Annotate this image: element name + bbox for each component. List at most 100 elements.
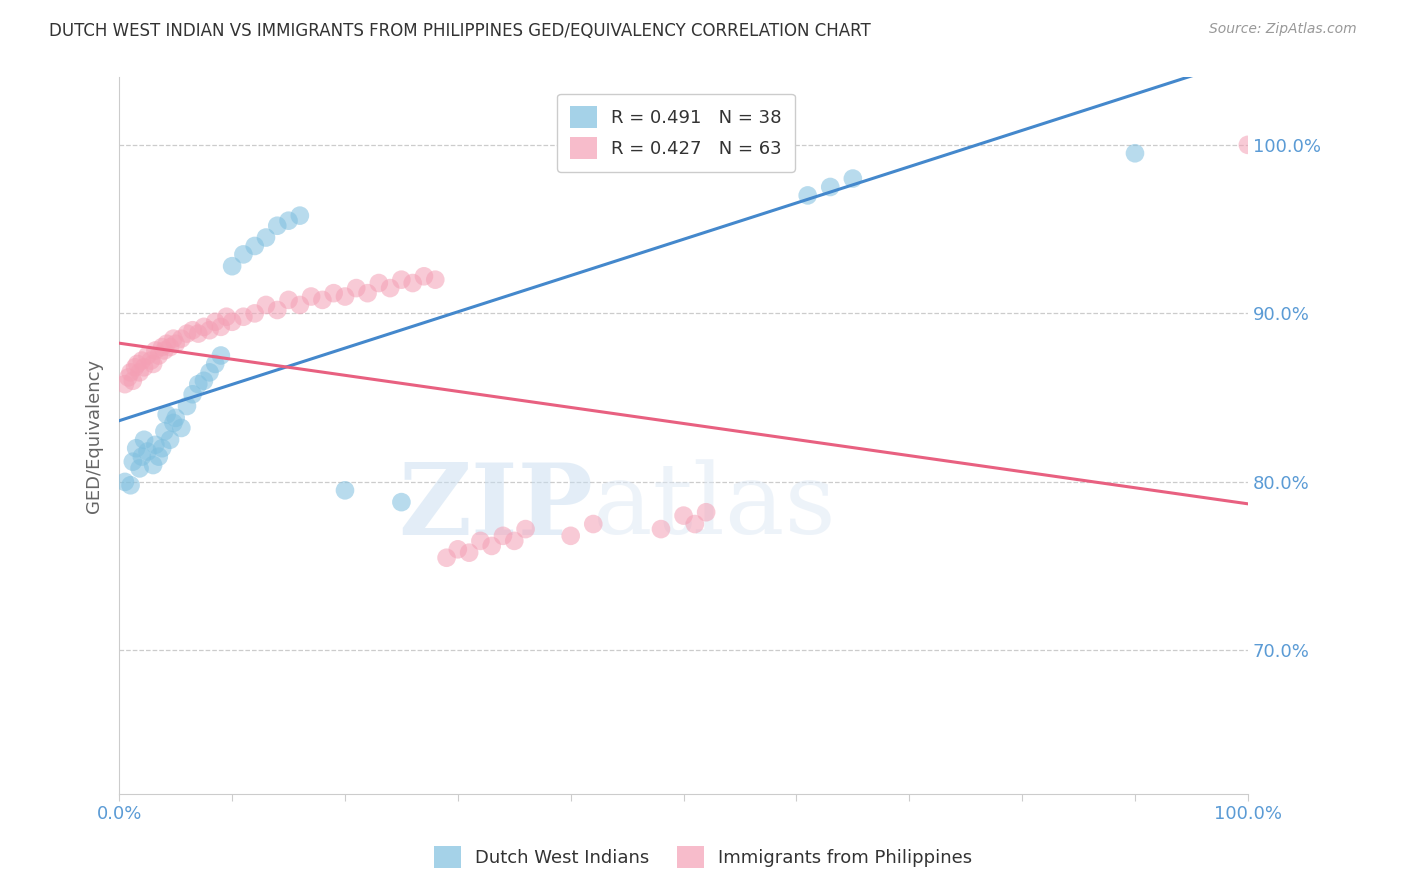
Point — [436, 550, 458, 565]
Point — [170, 421, 193, 435]
Legend: Dutch West Indians, Immigrants from Philippines: Dutch West Indians, Immigrants from Phil… — [423, 835, 983, 879]
Point — [515, 522, 537, 536]
Point — [114, 475, 136, 489]
Point — [198, 323, 221, 337]
Point — [299, 289, 322, 303]
Point — [333, 483, 356, 498]
Point — [156, 408, 179, 422]
Point — [165, 410, 187, 425]
Point — [132, 433, 155, 447]
Point — [187, 377, 209, 392]
Point — [243, 239, 266, 253]
Point — [254, 298, 277, 312]
Point — [413, 269, 436, 284]
Point — [176, 399, 198, 413]
Point — [650, 522, 672, 536]
Text: ZIP: ZIP — [398, 458, 593, 556]
Point — [266, 303, 288, 318]
Point — [344, 281, 367, 295]
Point — [1237, 137, 1260, 152]
Point — [425, 273, 447, 287]
Point — [162, 332, 184, 346]
Point — [1123, 146, 1146, 161]
Point — [121, 455, 143, 469]
Point — [582, 516, 605, 531]
Point — [187, 326, 209, 341]
Point — [367, 276, 389, 290]
Point — [145, 343, 167, 358]
Point — [170, 332, 193, 346]
Point — [503, 533, 526, 548]
Point — [114, 377, 136, 392]
Point — [447, 542, 470, 557]
Point — [153, 343, 176, 358]
Point — [683, 516, 706, 531]
Point — [277, 293, 299, 307]
Point — [402, 276, 425, 290]
Point — [150, 340, 173, 354]
Point — [131, 450, 153, 464]
Text: DUTCH WEST INDIAN VS IMMIGRANTS FROM PHILIPPINES GED/EQUIVALENCY CORRELATION CHA: DUTCH WEST INDIAN VS IMMIGRANTS FROM PHI… — [49, 22, 870, 40]
Point — [232, 310, 254, 324]
Point — [695, 505, 717, 519]
Point — [391, 495, 413, 509]
Y-axis label: GED/Equivalency: GED/Equivalency — [86, 359, 103, 513]
Point — [165, 336, 187, 351]
Point — [232, 247, 254, 261]
Point — [131, 353, 153, 368]
Point — [492, 529, 515, 543]
Point — [136, 444, 159, 458]
Point — [181, 387, 204, 401]
Point — [288, 209, 311, 223]
Point — [560, 529, 582, 543]
Text: atlas: atlas — [593, 459, 837, 555]
Point — [842, 171, 865, 186]
Point — [215, 310, 238, 324]
Point — [221, 315, 243, 329]
Point — [481, 539, 503, 553]
Point — [193, 319, 215, 334]
Point — [277, 213, 299, 227]
Point — [209, 349, 232, 363]
Point — [128, 365, 150, 379]
Point — [159, 340, 181, 354]
Point — [221, 259, 243, 273]
Point — [125, 441, 148, 455]
Point — [198, 365, 221, 379]
Point — [266, 219, 288, 233]
Point — [162, 416, 184, 430]
Point — [204, 315, 226, 329]
Point — [378, 281, 401, 295]
Point — [176, 326, 198, 341]
Point — [333, 289, 356, 303]
Point — [153, 425, 176, 439]
Point — [311, 293, 333, 307]
Point — [288, 298, 311, 312]
Point — [136, 349, 159, 363]
Point — [672, 508, 695, 523]
Point — [470, 533, 492, 548]
Point — [121, 374, 143, 388]
Point — [132, 360, 155, 375]
Point — [204, 357, 226, 371]
Point — [150, 441, 173, 455]
Point — [128, 461, 150, 475]
Point — [120, 478, 142, 492]
Point — [820, 180, 842, 194]
Point — [391, 273, 413, 287]
Point — [145, 438, 167, 452]
Point — [117, 370, 139, 384]
Point — [124, 360, 146, 375]
Point — [139, 353, 162, 368]
Legend: R = 0.491   N = 38, R = 0.427   N = 63: R = 0.491 N = 38, R = 0.427 N = 63 — [557, 94, 794, 172]
Point — [142, 458, 165, 472]
Point — [254, 230, 277, 244]
Point — [181, 323, 204, 337]
Point — [159, 433, 181, 447]
Point — [148, 450, 170, 464]
Point — [209, 319, 232, 334]
Point — [120, 365, 142, 379]
Point — [458, 546, 481, 560]
Point — [156, 336, 179, 351]
Point — [127, 357, 149, 371]
